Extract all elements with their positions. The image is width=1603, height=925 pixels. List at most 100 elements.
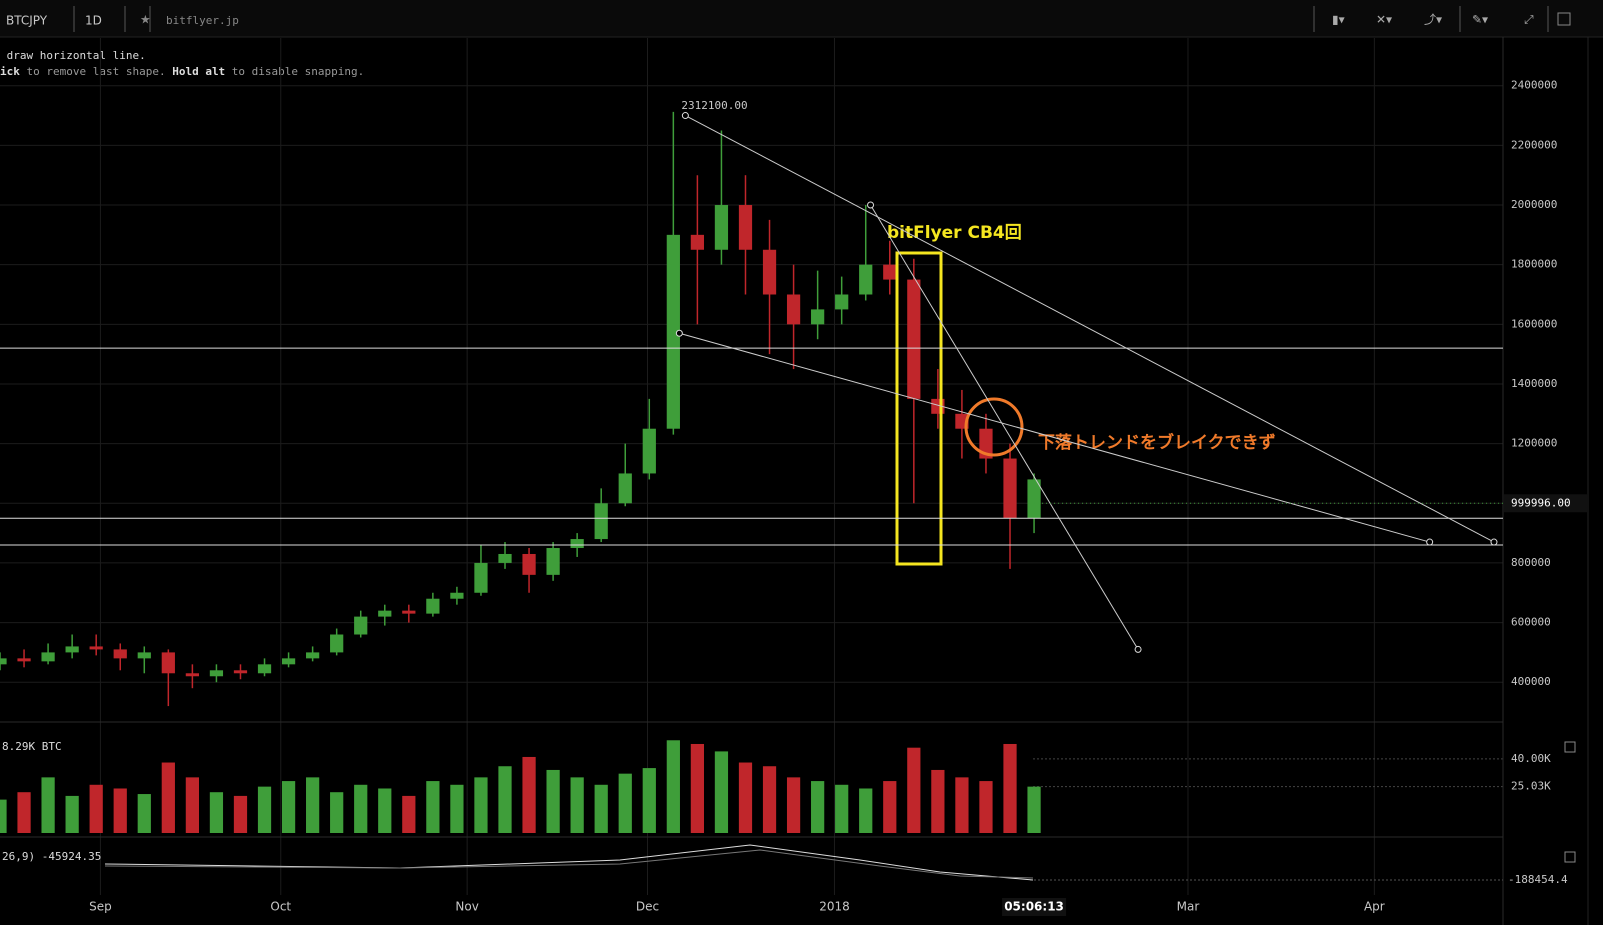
interval-button[interactable]: 1D bbox=[85, 14, 102, 28]
source-label[interactable]: bitflyer.jp bbox=[166, 14, 239, 27]
volume-bar bbox=[883, 781, 897, 833]
volume-bar bbox=[835, 784, 849, 833]
volume-bar bbox=[498, 766, 512, 833]
close-pane-button[interactable] bbox=[1564, 851, 1576, 863]
candle-body bbox=[137, 652, 151, 659]
volume-bar bbox=[281, 781, 296, 833]
candle-body bbox=[594, 503, 608, 540]
hint-bold: ick bbox=[0, 65, 20, 78]
candle-body bbox=[883, 264, 897, 280]
candle-body bbox=[859, 264, 873, 295]
volume-bar bbox=[931, 769, 945, 833]
close-pane-button[interactable] bbox=[1564, 741, 1576, 753]
volume-tick-label: 40.00K bbox=[1511, 752, 1551, 765]
volume-bar bbox=[618, 773, 632, 833]
candle-body bbox=[666, 234, 680, 429]
volume-bar bbox=[522, 756, 536, 833]
candle-body bbox=[907, 279, 921, 399]
volume-bar bbox=[354, 784, 368, 833]
trend-handle bbox=[681, 112, 689, 120]
volume-bar bbox=[859, 788, 873, 833]
volume-bar bbox=[257, 786, 272, 833]
candle-body bbox=[498, 553, 512, 563]
candle-body bbox=[209, 670, 224, 677]
x-tick-label: Dec bbox=[636, 900, 659, 914]
volume-bar bbox=[185, 777, 199, 833]
annotation: 下落トレンドをブレイクできず bbox=[1038, 432, 1276, 453]
toolbar bbox=[0, 0, 1603, 37]
candle-body bbox=[835, 294, 849, 310]
drawing-button[interactable]: ✎▾ bbox=[1472, 13, 1488, 27]
y-tick-label: 2000000 bbox=[1511, 198, 1557, 211]
volume-bar bbox=[89, 784, 103, 833]
volume-bar bbox=[762, 766, 777, 833]
volume-bar bbox=[690, 743, 705, 833]
countdown-label: 05:06:13 bbox=[1004, 900, 1064, 914]
volume-bar bbox=[979, 781, 993, 833]
candle-body bbox=[185, 673, 199, 677]
trend-handle bbox=[675, 329, 683, 337]
volume-bar bbox=[41, 777, 55, 833]
candle-body bbox=[17, 658, 31, 662]
volume-bar bbox=[402, 795, 416, 833]
candle-body bbox=[522, 553, 536, 575]
candle-body bbox=[1027, 479, 1041, 519]
last-price-tag bbox=[1504, 494, 1588, 513]
volume-bar bbox=[161, 762, 175, 833]
candle-body bbox=[618, 473, 632, 504]
trend-handle bbox=[867, 201, 875, 209]
y-tick-label: 800000 bbox=[1511, 556, 1551, 569]
candle-body bbox=[257, 664, 272, 674]
bars-style-button[interactable]: ▮▾ bbox=[1332, 13, 1345, 27]
volume-bar bbox=[714, 751, 729, 833]
volume-bar bbox=[378, 788, 392, 833]
volume-bar bbox=[426, 781, 440, 833]
candle-body bbox=[330, 634, 344, 653]
volume-bar bbox=[546, 769, 560, 833]
candle-body bbox=[546, 548, 560, 575]
candle-body bbox=[281, 658, 296, 665]
candle-body bbox=[402, 610, 416, 614]
volume-bar bbox=[1003, 743, 1017, 833]
candle-body bbox=[570, 539, 584, 549]
favorite-star[interactable]: ★ bbox=[140, 13, 151, 27]
x-tick-label: Oct bbox=[270, 900, 291, 914]
x-tick-label: 2018 bbox=[819, 900, 850, 914]
volume-bar bbox=[113, 788, 127, 833]
candle-body bbox=[642, 428, 656, 474]
candle-body bbox=[161, 652, 175, 674]
y-tick-label: 1600000 bbox=[1511, 317, 1557, 330]
volume-bar bbox=[738, 762, 753, 833]
volume-bar bbox=[17, 792, 31, 833]
last-price-label: 999996.00 bbox=[1511, 496, 1571, 509]
candle-body bbox=[41, 652, 55, 662]
trend-handle bbox=[1134, 645, 1142, 653]
trend-line bbox=[679, 332, 1430, 543]
candle-body bbox=[354, 616, 368, 635]
volume-bar bbox=[0, 799, 7, 833]
candle-body bbox=[811, 309, 825, 325]
volume-bar bbox=[474, 777, 488, 833]
volume-bar bbox=[955, 777, 969, 833]
candle-body bbox=[306, 652, 320, 659]
volume-bar bbox=[209, 792, 224, 833]
volume-bar bbox=[306, 777, 320, 833]
trend-handle bbox=[1426, 538, 1434, 546]
indicators-button[interactable]: ✕▾ bbox=[1376, 13, 1392, 27]
highlight-box bbox=[895, 251, 943, 566]
annotation: bitFlyer CB4回 bbox=[887, 223, 1022, 243]
volume-bar bbox=[233, 795, 248, 833]
compare-button[interactable]: ⤴▾ bbox=[1424, 12, 1442, 27]
hint-line: draw horizontal line. bbox=[0, 49, 146, 62]
y-tick-label: 1200000 bbox=[1511, 437, 1557, 450]
fullscreen-button[interactable]: ⤢ bbox=[1523, 13, 1534, 27]
candle-body bbox=[762, 249, 777, 295]
candle-body bbox=[113, 649, 127, 659]
trend-line bbox=[870, 204, 1139, 650]
candle-body bbox=[426, 598, 440, 614]
volume-bar bbox=[137, 794, 151, 833]
symbol-button[interactable]: BTCJPY bbox=[6, 14, 48, 28]
y-tick-label: 1400000 bbox=[1511, 377, 1557, 390]
